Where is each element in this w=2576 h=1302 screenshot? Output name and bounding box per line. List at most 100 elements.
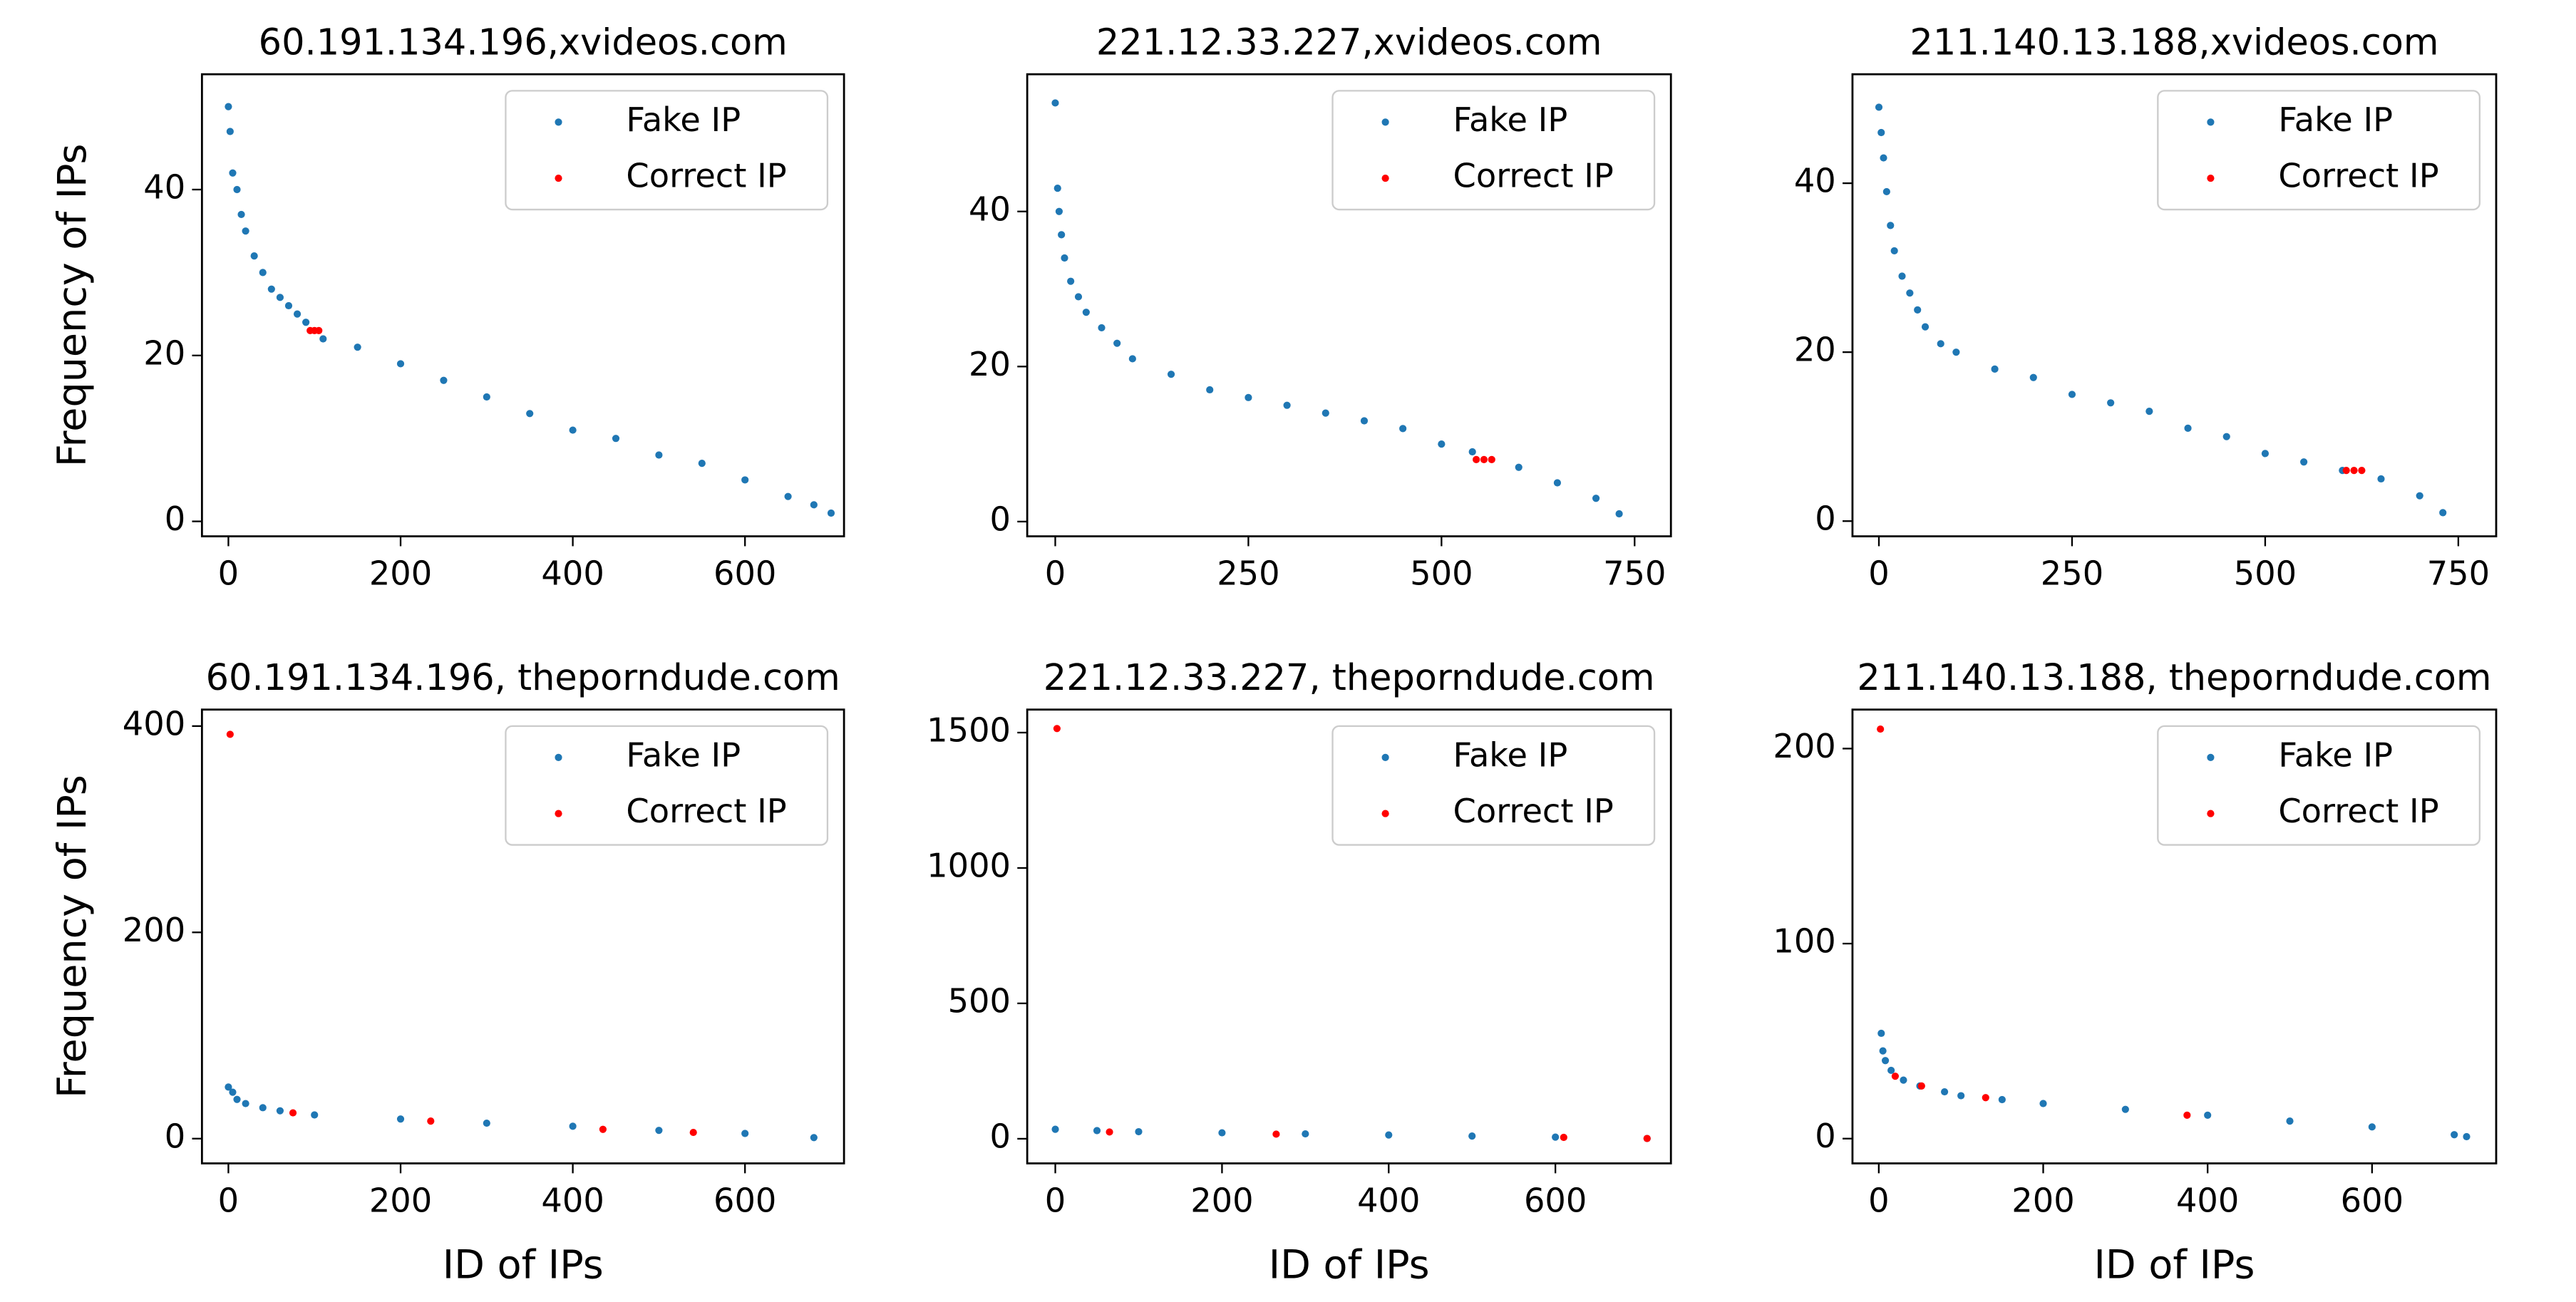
x-tick-label: 600 xyxy=(2341,1182,2404,1220)
legend-marker xyxy=(555,753,562,761)
point xyxy=(1480,455,1488,463)
point xyxy=(1053,725,1061,733)
point xyxy=(698,460,706,467)
legend-box xyxy=(1331,90,1656,211)
y-tick-label: 0 xyxy=(165,500,185,538)
y-tick-label: 1000 xyxy=(927,846,1011,884)
x-tick-label: 0 xyxy=(1868,554,1889,593)
x-tick-label: 0 xyxy=(218,1182,239,1220)
point xyxy=(1082,309,1090,316)
point xyxy=(242,227,249,235)
point xyxy=(1067,277,1075,285)
point xyxy=(315,326,323,334)
legend-box xyxy=(505,90,829,211)
plot-area xyxy=(1026,73,1672,537)
x-tick-label: 400 xyxy=(2176,1182,2239,1220)
x-tick-label: 0 xyxy=(1868,1182,1889,1220)
point xyxy=(1592,495,1600,502)
point xyxy=(229,169,237,177)
point xyxy=(276,1107,284,1115)
legend-label: Correct IP xyxy=(1453,792,1614,830)
point xyxy=(2463,1132,2471,1141)
point xyxy=(2107,399,2115,407)
y-tick-label: 200 xyxy=(123,911,185,949)
point xyxy=(440,376,448,384)
point xyxy=(1051,1125,1059,1133)
point xyxy=(526,410,534,418)
point xyxy=(1051,99,1059,107)
point xyxy=(1245,393,1252,401)
subplot-title: 211.140.13.188, theporndude.com xyxy=(1857,657,2491,699)
y-axis-label: Frequency of IPs xyxy=(49,143,96,467)
legend-marker xyxy=(555,174,562,182)
point xyxy=(655,1127,663,1135)
point xyxy=(1438,440,1446,448)
point xyxy=(396,360,405,368)
point xyxy=(1880,154,1887,162)
point xyxy=(1881,1057,1890,1065)
plot-area xyxy=(1851,73,2498,537)
x-tick-label: 400 xyxy=(541,1182,604,1220)
point xyxy=(1877,725,1885,733)
subplot-title: 221.12.33.227, theporndude.com xyxy=(1044,657,1655,699)
legend-label: Fake IP xyxy=(1453,100,1568,139)
point xyxy=(242,1100,249,1107)
y-tick-label: 100 xyxy=(1773,922,1835,961)
legend-box xyxy=(2157,90,2481,211)
point xyxy=(259,269,267,277)
point xyxy=(1473,455,1480,463)
x-tick-label: 600 xyxy=(1524,1182,1587,1220)
point xyxy=(259,1104,267,1112)
subplot-title: 211.140.13.188,xvideos.com xyxy=(1910,22,2438,64)
y-tick-label: 20 xyxy=(1794,331,1836,369)
point xyxy=(1058,231,1066,239)
point xyxy=(1982,1094,1989,1102)
point xyxy=(2300,458,2308,466)
point xyxy=(293,310,302,318)
legend-label: Fake IP xyxy=(1453,735,1568,774)
x-tick-label: 200 xyxy=(2011,1182,2074,1220)
point xyxy=(1098,324,1106,332)
x-tick-label: 200 xyxy=(369,554,432,593)
x-tick-label: 250 xyxy=(2041,554,2103,593)
point xyxy=(1272,1130,1280,1138)
point xyxy=(1113,339,1121,347)
point xyxy=(599,1125,607,1133)
point xyxy=(267,285,275,293)
point xyxy=(2358,467,2366,475)
point xyxy=(827,509,835,517)
legend-label: Fake IP xyxy=(2278,100,2393,139)
x-axis-label: ID of IPs xyxy=(2094,1241,2255,1288)
legend-label: Fake IP xyxy=(626,735,741,774)
point xyxy=(2439,509,2447,517)
point xyxy=(2145,408,2153,415)
point xyxy=(2451,1131,2458,1139)
y-tick-label: 40 xyxy=(143,168,185,207)
point xyxy=(1879,1047,1887,1055)
point xyxy=(1882,187,1890,196)
legend-marker xyxy=(2207,753,2215,761)
point xyxy=(1167,371,1175,378)
point xyxy=(1560,1133,1567,1142)
point xyxy=(1937,340,1944,348)
subplot-title: 60.191.134.196,xvideos.com xyxy=(259,22,788,64)
subplot-title: 221.12.33.227,xvideos.com xyxy=(1096,22,1602,64)
point xyxy=(2068,391,2076,398)
y-tick-label: 40 xyxy=(969,190,1011,228)
y-tick-label: 40 xyxy=(1794,162,1836,200)
point xyxy=(1128,355,1136,363)
point xyxy=(2377,475,2385,483)
legend-marker xyxy=(2207,118,2215,126)
y-tick-label: 400 xyxy=(123,704,185,743)
point xyxy=(1302,1130,1309,1138)
point xyxy=(2286,1117,2294,1125)
legend-marker xyxy=(555,810,562,817)
legend-label: Correct IP xyxy=(626,157,786,195)
point xyxy=(2261,450,2270,458)
point xyxy=(1875,103,1883,111)
point xyxy=(1891,1073,1900,1080)
point xyxy=(1877,128,1885,137)
point xyxy=(225,1083,232,1091)
x-tick-label: 250 xyxy=(1217,554,1279,593)
